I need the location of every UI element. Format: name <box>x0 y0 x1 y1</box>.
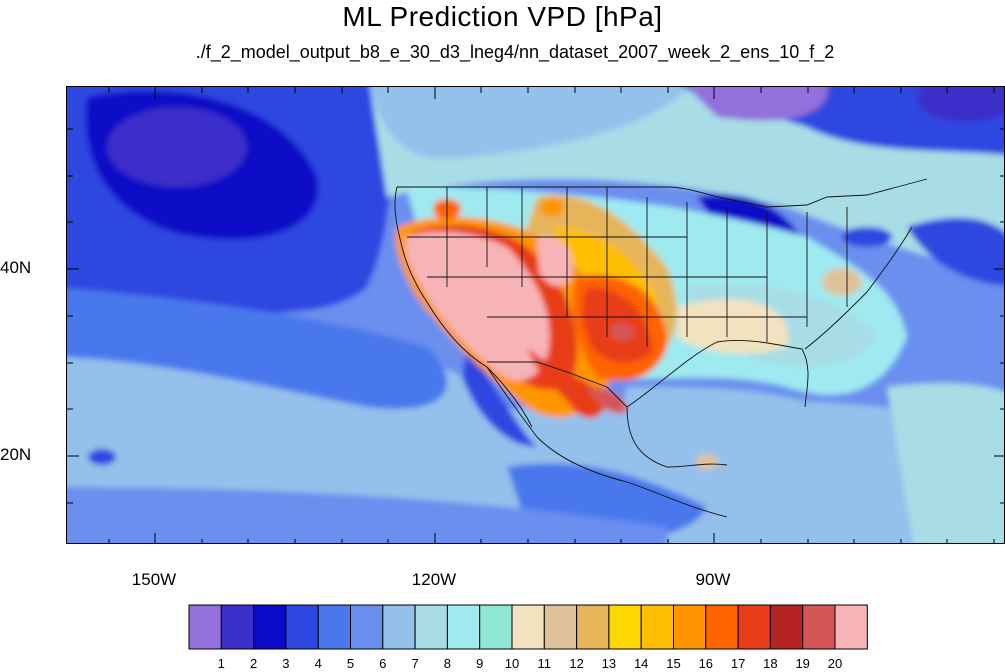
us-east-coastline <box>804 226 913 350</box>
vpd-region <box>405 231 550 381</box>
colorbar-box <box>737 604 771 650</box>
colorbar-tick-label: 11 <box>537 656 552 671</box>
vpd-region <box>540 197 564 217</box>
colorbar-box <box>350 604 384 650</box>
colorbar-box <box>705 604 739 650</box>
colorbar-box <box>317 604 351 650</box>
colorbar-box <box>382 604 416 650</box>
lon-label-120w: 120W <box>411 570 457 589</box>
colorbar-box <box>285 604 319 650</box>
vpd-region <box>107 107 247 187</box>
colorbar-box <box>673 604 707 650</box>
vpd-region <box>623 387 847 475</box>
colorbar-box <box>414 604 448 650</box>
us-canada-border <box>397 178 928 208</box>
colorbar-tick-label: 4 <box>314 656 322 671</box>
colorbar-tick-label: 5 <box>346 656 355 671</box>
colorbar-tick-label: 10 <box>504 656 520 671</box>
colorbar <box>188 604 868 650</box>
plot-subtitle: ./f_2_model_output_b8_e_30_d3_lneg4/nn_d… <box>195 42 835 62</box>
colorbar-tick-label: 13 <box>601 656 617 671</box>
colorbar-tick-label: 2 <box>249 656 258 671</box>
colorbar-tick-label: 9 <box>476 656 484 671</box>
vpd-region <box>462 347 537 447</box>
colorbar-tick-label: 15 <box>666 656 681 671</box>
colorbar-box <box>253 604 287 650</box>
vpd-region <box>887 383 1004 543</box>
vpd-region <box>907 217 1004 286</box>
vpd-region <box>687 87 829 121</box>
vpd-region <box>677 299 789 354</box>
mexico-gulf-coastline <box>626 406 728 468</box>
plot-title: ML Prediction VPD [hPa] <box>342 1 663 32</box>
colorbar-tick-label: 14 <box>633 656 649 671</box>
colorbar-tick-label: 18 <box>763 656 778 671</box>
us-gulf-coastline <box>626 339 809 408</box>
vpd-region <box>67 288 447 409</box>
lat-label-40n: 40N <box>0 258 32 277</box>
baja-coastline <box>486 366 538 438</box>
colorbar-box <box>802 604 836 650</box>
vpd-region <box>695 454 719 470</box>
vpd-region <box>842 227 892 247</box>
colorbar-box <box>608 604 642 650</box>
vpd-region <box>822 268 862 296</box>
colorbar-box <box>446 604 481 650</box>
colorbar-box <box>188 604 222 650</box>
lon-label-150w: 150W <box>131 570 177 589</box>
vpd-map <box>66 86 1005 544</box>
vpd-region <box>67 487 667 543</box>
colorbar-box <box>479 604 513 650</box>
colorbar-tick-label: 7 <box>411 656 419 671</box>
lon-label-90w: 90W <box>695 570 731 589</box>
colorbar-tick-label: 6 <box>379 656 387 671</box>
colorbar-tick-label: 20 <box>827 656 843 671</box>
vpd-region <box>370 87 690 159</box>
vpd-region <box>587 387 627 414</box>
colorbar-tick-label: 16 <box>698 656 714 671</box>
colorbar-box <box>640 604 675 650</box>
us-mexico-border <box>487 361 628 408</box>
vpd-region <box>917 87 1004 122</box>
vpd-region <box>88 449 116 465</box>
colorbar-box <box>220 604 255 650</box>
colorbar-tick-label: 17 <box>730 656 746 671</box>
colorbar-box <box>769 604 804 650</box>
colorbar-tick-label: 12 <box>569 656 584 671</box>
mexico-pacific-coastline <box>536 436 728 518</box>
colorbar-tick-label: 8 <box>443 656 452 671</box>
lat-label-20n: 20N <box>0 445 32 464</box>
colorbar-box <box>543 604 578 650</box>
vpd-region <box>537 236 573 287</box>
us-west-coastline <box>394 186 533 428</box>
vpd-region <box>527 347 607 418</box>
vpd-field <box>67 87 1004 543</box>
colorbar-box <box>511 604 545 650</box>
colorbar-box <box>834 604 868 650</box>
colorbar-tick-label: 3 <box>282 656 290 671</box>
vpd-region <box>610 323 634 341</box>
colorbar-tick-label: 19 <box>795 656 810 671</box>
colorbar-tick-label: 1 <box>217 656 225 671</box>
colorbar-box <box>576 604 610 650</box>
